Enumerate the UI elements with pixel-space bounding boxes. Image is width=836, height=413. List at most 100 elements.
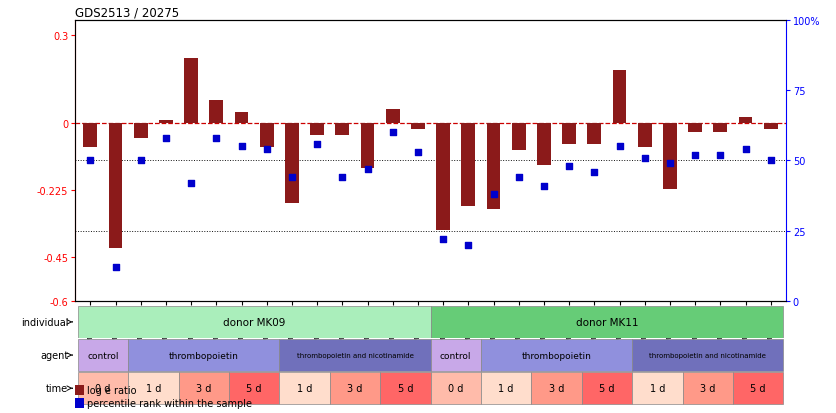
Bar	[279, 373, 329, 404]
Text: 3 d: 3 d	[549, 383, 564, 393]
Text: 1 d: 1 d	[650, 383, 665, 393]
Point	[688, 152, 701, 159]
Text: 1 d: 1 d	[145, 383, 161, 393]
Bar	[638, 124, 651, 148]
Point	[411, 150, 425, 156]
Bar	[279, 339, 431, 371]
Bar	[128, 339, 279, 371]
Text: log e ratio: log e ratio	[87, 385, 136, 395]
Text: GDS2513 / 20275: GDS2513 / 20275	[75, 7, 180, 19]
Bar	[78, 306, 431, 338]
Bar	[738, 118, 752, 124]
Bar	[78, 373, 128, 404]
Point	[285, 175, 298, 181]
Text: control: control	[440, 351, 472, 360]
Bar	[431, 339, 481, 371]
Point	[663, 161, 676, 167]
Bar	[360, 124, 375, 169]
Point	[109, 264, 122, 271]
Point	[260, 147, 273, 153]
Bar	[431, 306, 783, 338]
Point	[84, 158, 97, 164]
Text: 5 d: 5 d	[599, 383, 614, 393]
Bar	[84, 124, 97, 148]
Point	[336, 175, 349, 181]
Text: 3 d: 3 d	[700, 383, 716, 393]
Point	[210, 135, 223, 142]
Bar	[582, 373, 632, 404]
Text: percentile rank within the sample: percentile rank within the sample	[87, 398, 252, 408]
Bar	[78, 339, 128, 371]
Bar	[733, 373, 783, 404]
Bar	[159, 121, 173, 124]
Point	[310, 141, 324, 147]
Bar	[260, 124, 273, 148]
Bar	[210, 100, 223, 124]
Bar	[229, 373, 279, 404]
Point	[538, 183, 551, 190]
Text: 0 d: 0 d	[95, 383, 110, 393]
Bar	[109, 124, 123, 248]
Text: agent: agent	[40, 350, 69, 360]
Point	[185, 180, 198, 187]
Text: thrombopoietin: thrombopoietin	[522, 351, 592, 360]
Text: thrombopoietin and nicotinamide: thrombopoietin and nicotinamide	[297, 352, 413, 358]
Text: 5 d: 5 d	[247, 383, 262, 393]
Bar	[481, 373, 532, 404]
Point	[739, 147, 752, 153]
Bar	[613, 71, 626, 124]
Point	[588, 169, 601, 176]
Text: donor MK11: donor MK11	[576, 317, 638, 327]
Point	[638, 155, 651, 161]
Text: 1 d: 1 d	[498, 383, 514, 393]
Bar	[134, 124, 148, 139]
Bar	[411, 124, 425, 130]
Bar	[764, 124, 777, 130]
Bar	[588, 124, 601, 145]
Point	[764, 158, 777, 164]
Bar	[385, 109, 400, 124]
Bar	[179, 373, 229, 404]
Bar	[632, 339, 783, 371]
Point	[714, 152, 727, 159]
Bar	[487, 124, 501, 210]
Point	[613, 144, 626, 150]
Bar	[335, 124, 349, 136]
Bar	[481, 339, 632, 371]
Text: time: time	[46, 383, 69, 393]
Point	[386, 130, 400, 136]
Point	[160, 135, 173, 142]
Bar	[663, 124, 677, 189]
Bar	[75, 398, 84, 408]
Bar	[537, 124, 551, 166]
Bar	[329, 373, 380, 404]
Bar	[235, 112, 248, 124]
Point	[235, 144, 248, 150]
Point	[461, 242, 475, 249]
Bar	[461, 124, 476, 207]
Bar	[75, 385, 84, 395]
Text: 5 d: 5 d	[751, 383, 766, 393]
Bar	[688, 124, 702, 133]
Point	[487, 192, 500, 198]
Text: 1 d: 1 d	[297, 383, 312, 393]
Bar	[285, 124, 299, 204]
Bar	[310, 124, 324, 136]
Text: 3 d: 3 d	[347, 383, 363, 393]
Bar	[713, 124, 727, 133]
Text: 5 d: 5 d	[398, 383, 413, 393]
Text: control: control	[87, 351, 119, 360]
Text: thrombopoietin: thrombopoietin	[169, 351, 239, 360]
Bar	[512, 124, 526, 151]
Text: 3 d: 3 d	[196, 383, 212, 393]
Point	[563, 164, 576, 170]
Bar	[532, 373, 582, 404]
Bar	[562, 124, 576, 145]
Point	[436, 236, 450, 243]
Point	[134, 158, 147, 164]
Text: 0 d: 0 d	[448, 383, 463, 393]
Bar	[431, 373, 481, 404]
Bar	[128, 373, 179, 404]
Bar	[380, 373, 431, 404]
Bar	[632, 373, 682, 404]
